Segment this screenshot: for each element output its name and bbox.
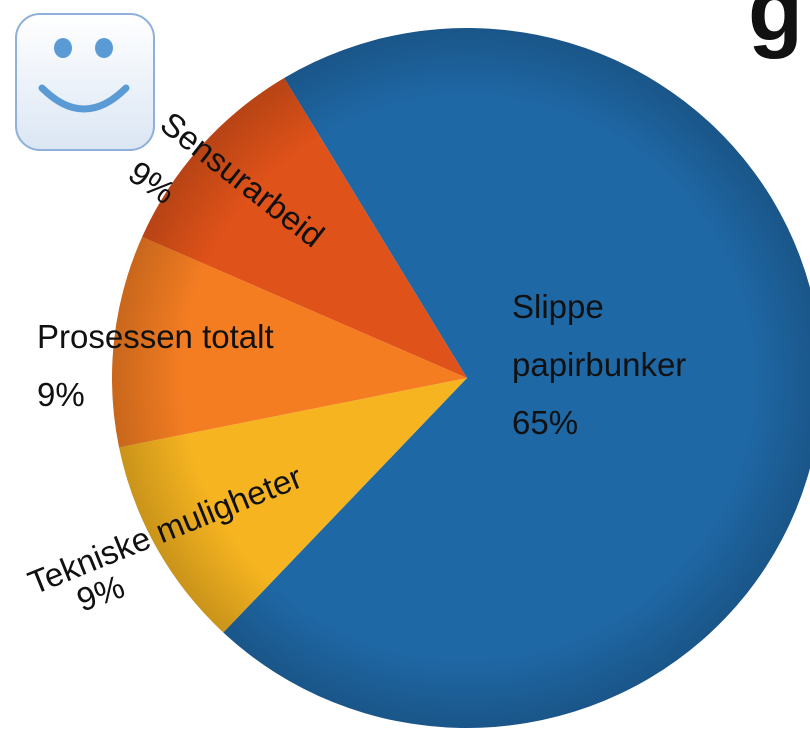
value-label: 65% [512,404,578,441]
category-label: Prosessen totalt [37,318,274,355]
smiley-icon [15,13,155,151]
chart-title: g [748,0,803,60]
category-label: Slippe papirbunker [512,288,686,383]
pie-shade [112,28,810,728]
pie [111,28,810,728]
value-label: 9% [37,376,85,413]
